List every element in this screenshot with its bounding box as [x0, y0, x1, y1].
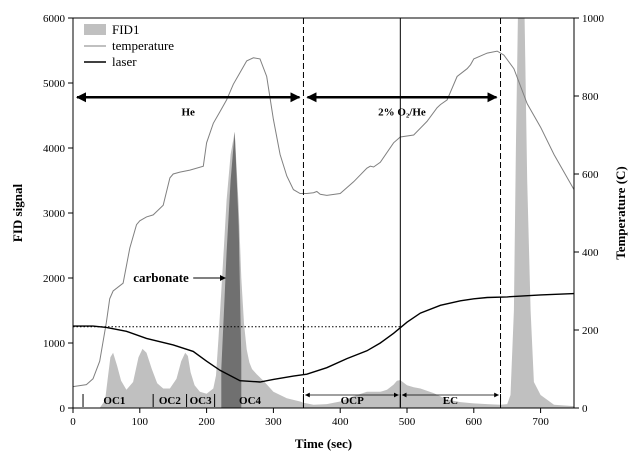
legend-label-fid1: FID1	[112, 22, 139, 37]
y-left-tick-label: 3000	[43, 208, 66, 220]
fid1-area	[73, 18, 574, 408]
annotation-1: carbonate	[133, 270, 189, 285]
fid1-carbonate-area	[221, 131, 242, 408]
x-tick-label: 700	[532, 416, 549, 428]
legend-swatch-fid1	[84, 24, 106, 35]
legend-label-temperature: temperature	[112, 38, 174, 53]
y-right-axis-title: Temperature (C)	[613, 166, 628, 260]
x-tick-label: 200	[198, 416, 215, 428]
segment-label-oc4: OC4	[239, 395, 262, 407]
x-tick-label: 600	[466, 416, 483, 428]
x-axis-title: Time (sec)	[295, 436, 352, 451]
y-right-tick-label: 1000	[582, 13, 605, 25]
x-tick-label: 0	[70, 416, 76, 428]
temperature-line	[73, 50, 574, 388]
y-right-tick-label: 600	[582, 169, 599, 181]
x-tick-label: 400	[332, 416, 349, 428]
legend-label-laser: laser	[112, 54, 137, 69]
y-left-tick-label: 4000	[43, 143, 66, 155]
y-right-tick-label: 200	[582, 325, 599, 337]
y-right-tick-label: 800	[582, 91, 599, 103]
x-tick-label: 100	[132, 416, 149, 428]
segment-label-oc2: OC2	[159, 395, 182, 407]
y-right-tick-label: 400	[582, 247, 599, 259]
range-label-2: 2% O₂/He	[378, 106, 426, 118]
segment-label-ec: EC	[443, 395, 458, 407]
range-label-1: He	[182, 106, 196, 118]
segment-label-oc1: OC1	[103, 395, 125, 407]
x-tick-label: 500	[399, 416, 416, 428]
y-left-tick-label: 1000	[43, 338, 66, 350]
y-left-tick-label: 2000	[43, 273, 66, 285]
laser-line	[73, 292, 574, 383]
plot-frame	[72, 17, 575, 409]
y-left-tick-label: 6000	[43, 13, 66, 25]
segment-label-ocp: OCP	[341, 395, 365, 407]
y-right-tick-label: 0	[582, 403, 588, 415]
y-left-axis-title: FID signal	[10, 184, 25, 243]
x-tick-label: 300	[265, 416, 282, 428]
y-left-tick-label: 0	[60, 403, 66, 415]
y-left-tick-label: 5000	[43, 78, 66, 90]
segment-label-oc3: OC3	[190, 395, 213, 407]
